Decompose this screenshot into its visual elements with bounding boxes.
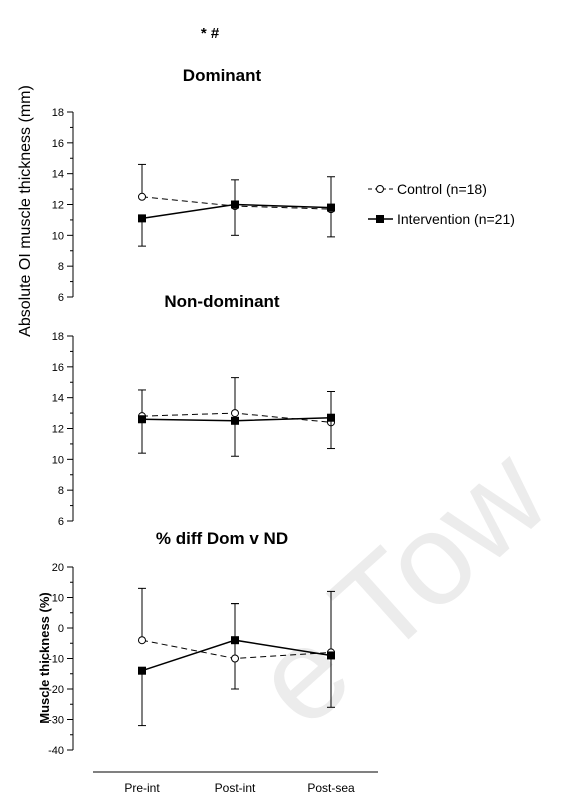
y-tick-label: 6 (58, 516, 64, 528)
legend-item-control: Control (n=18) (368, 181, 487, 197)
data-point (327, 203, 335, 212)
data-point (231, 416, 239, 425)
y-tick-label: 16 (52, 138, 64, 150)
x-axis: Pre-int Post-int Post-sea (93, 771, 378, 795)
data-point (231, 636, 239, 645)
y-tick-label: -40 (48, 745, 64, 757)
data-point (138, 666, 146, 675)
series-intervention (138, 603, 335, 727)
y-tick-label: 18 (52, 107, 64, 119)
watermark: e Tow (226, 419, 575, 754)
legend-label-intervention: Intervention (n=21) (397, 211, 515, 227)
y-tick-label: -20 (48, 684, 64, 696)
chart-panel-3: % diff Dom v ND -40 -30 -20 -10 0 10 20 Muscle t… (37, 529, 335, 757)
legend: Control (n=18) Intervention (n=21) (368, 181, 515, 227)
data-point (138, 214, 146, 223)
y-tick-label: 6 (58, 292, 64, 304)
legend-label-control: Control (n=18) (397, 181, 487, 197)
data-point (231, 654, 239, 663)
chart-panel-1: Dominant 6 8 10 12 14 16 18 (52, 66, 335, 304)
y-tick-label: 10 (52, 230, 64, 242)
y-tick-label: 18 (52, 331, 64, 343)
y-axis-label: Muscle thickness (%) (37, 592, 52, 724)
shared-y-axis-label: Absolute OI muscle thickness (mm) (17, 85, 34, 337)
series-intervention (138, 200, 335, 247)
y-tick-label: -30 (48, 715, 64, 727)
y-tick-label: 8 (58, 485, 64, 497)
data-point (231, 409, 239, 418)
x-tick-label: Post-int (215, 781, 256, 795)
data-point (231, 200, 239, 209)
x-tick-label: Pre-int (124, 781, 160, 795)
series-intervention (138, 413, 335, 457)
data-point (138, 415, 146, 424)
data-point (138, 636, 146, 645)
x-tick-label: Post-sea (307, 781, 355, 795)
y-tick-label: 0 (58, 623, 64, 635)
y-tick-label: 14 (52, 393, 64, 405)
y-tick-label: 12 (52, 200, 64, 212)
legend-intervention-marker (376, 215, 384, 223)
y-tick-label: 14 (52, 169, 64, 181)
panel-title: Dominant (183, 66, 262, 85)
legend-item-intervention: Intervention (n=21) (368, 211, 515, 227)
y-tick-label: -10 (48, 654, 64, 666)
legend-control-marker (376, 185, 384, 193)
y-tick-label: 8 (58, 261, 64, 273)
data-point (327, 651, 335, 660)
panels: Dominant 6 8 10 12 14 16 18 Non-dominant 6 8 10 12 14… (37, 66, 378, 795)
panel-title: Non-dominant (164, 292, 280, 311)
panel-title: % diff Dom v ND (156, 529, 288, 548)
chart-panel-2: Non-dominant 6 8 10 12 14 16 18 (52, 292, 335, 528)
y-tick-label: 10 (52, 593, 64, 605)
data-point (138, 192, 146, 201)
y-tick-label: 20 (52, 562, 64, 574)
y-tick-label: 12 (52, 424, 64, 436)
significance-annotation: * # (201, 25, 220, 42)
y-tick-label: 16 (52, 362, 64, 374)
y-tick-label: 10 (52, 454, 64, 466)
data-point (327, 413, 335, 422)
